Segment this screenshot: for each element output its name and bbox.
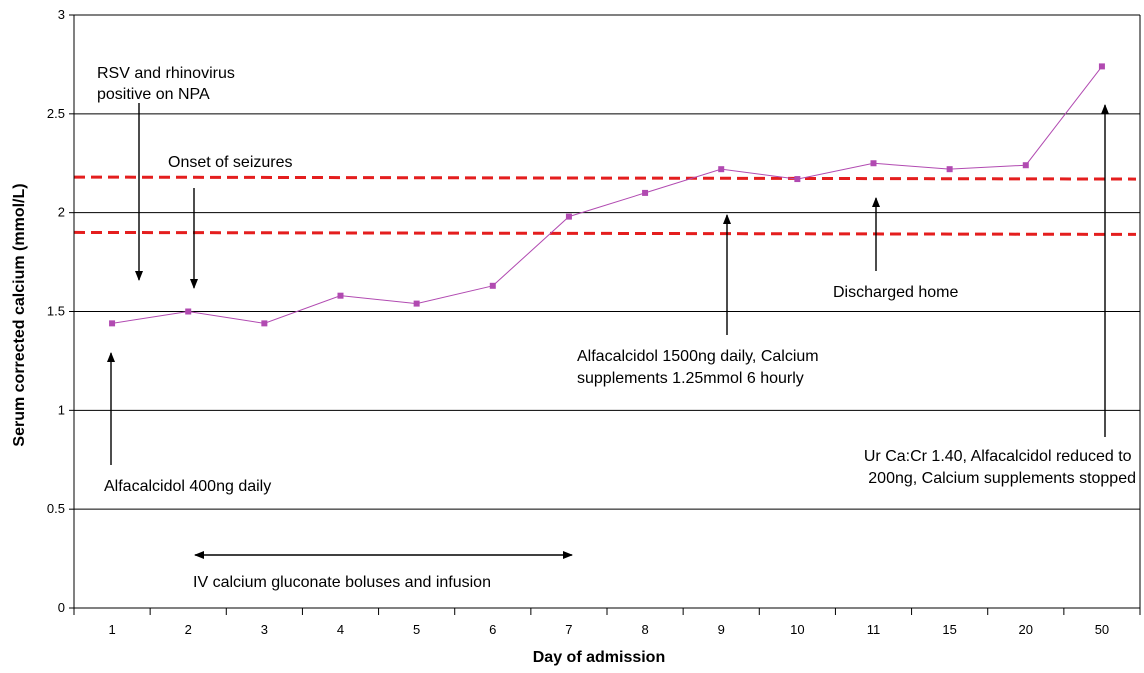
annotation-iv-calcium-line-1: IV calcium gluconate boluses and infusio… <box>193 574 491 591</box>
data-point-6 <box>489 282 496 289</box>
series-calcium <box>109 63 1105 327</box>
data-point-3 <box>261 320 268 327</box>
x-tick-label-2: 3 <box>261 622 268 637</box>
data-point-4 <box>337 292 344 299</box>
annotation-iv-calcium: IV calcium gluconate boluses and infusio… <box>193 574 491 591</box>
annotation-rsv-line-1: RSV and rhinovirus <box>97 65 235 82</box>
annotation-alfacalcidol-1500-line-2: supplements 1.25mmol 6 hourly <box>577 370 804 387</box>
annotation-discharged: Discharged home <box>833 284 959 301</box>
data-point-8 <box>642 189 649 196</box>
data-point-2 <box>185 308 192 315</box>
x-tick-label-3: 4 <box>337 622 344 637</box>
data-point-50 <box>1098 63 1105 70</box>
annotation-urcacr-line-1: Ur Ca:Cr 1.40, Alfacalcidol reduced to <box>864 448 1132 465</box>
data-point-15 <box>946 166 953 173</box>
data-point-1 <box>109 320 116 327</box>
x-tick-label-6: 7 <box>565 622 572 637</box>
annotation-seizures-line-1: Onset of seizures <box>168 154 293 171</box>
axes <box>73 15 1141 615</box>
y-tick-label-4: 2 <box>58 205 65 220</box>
x-tick-label-13: 50 <box>1095 622 1109 637</box>
y-tick-label-2: 1 <box>58 402 65 417</box>
x-tick-label-1: 2 <box>185 622 192 637</box>
annotation-alfacalcidol-400-line-1: Alfacalcidol 400ng daily <box>104 478 271 495</box>
annotations: RSV and rhinovirus positive on NPA Onset… <box>97 65 1136 591</box>
annotation-urcacr-line-2: 200ng, Calcium supplements stopped <box>868 470 1136 487</box>
data-point-5 <box>413 300 420 307</box>
data-point-20 <box>1022 162 1029 169</box>
annotation-seizures: Onset of seizures <box>168 154 293 171</box>
y-tick-label-6: 3 <box>58 7 65 22</box>
reference-line-0 <box>73 175 1137 181</box>
annotation-rsv: RSV and rhinovirus positive on NPA <box>97 65 239 103</box>
x-tick-label-7: 8 <box>641 622 648 637</box>
y-tick-label-3: 1.5 <box>47 304 65 319</box>
reference-lines <box>73 175 1137 236</box>
y-tick-labels: 0 0.5 1 1.5 2 2.5 3 <box>47 7 65 615</box>
data-point-11 <box>870 160 877 167</box>
annotation-discharged-line-1: Discharged home <box>833 284 959 301</box>
x-tick-label-4: 5 <box>413 622 420 637</box>
x-tick-label-12: 20 <box>1019 622 1033 637</box>
y-tick-label-1: 0.5 <box>47 501 65 516</box>
annotation-alfacalcidol-1500-line-1: Alfacalcidol 1500ng daily, Calcium <box>577 348 819 365</box>
x-tick-label-0: 1 <box>108 622 115 637</box>
series-line-0 <box>111 66 1103 324</box>
x-tick-label-9: 10 <box>790 622 804 637</box>
data-point-9 <box>718 166 725 173</box>
data-point-7 <box>565 213 572 220</box>
y-tick-label-0: 0 <box>58 600 65 615</box>
annotation-alfacalcidol-400: Alfacalcidol 400ng daily <box>104 478 271 495</box>
annotation-alfacalcidol-1500: Alfacalcidol 1500ng daily, Calcium suppl… <box>577 348 823 387</box>
annotation-rsv-line-2: positive on NPA <box>97 86 210 103</box>
x-tick-label-5: 6 <box>489 622 496 637</box>
reference-line-1 <box>73 230 1137 236</box>
x-tick-labels: 1 2 3 4 5 6 7 8 9 10 11 15 20 50 <box>108 622 1109 637</box>
x-axis-title: Day of admission <box>533 649 665 666</box>
y-tick-label-5: 2.5 <box>47 106 65 121</box>
annotation-urcacr: Ur Ca:Cr 1.40, Alfacalcidol reduced to 2… <box>864 448 1136 487</box>
y-axis-title: Serum corrected calcium (mmol/L) <box>11 183 28 446</box>
data-point-10 <box>794 176 801 183</box>
x-tick-label-8: 9 <box>718 622 725 637</box>
annotation-arrows <box>107 103 1109 559</box>
x-tick-label-11: 15 <box>942 622 956 637</box>
x-tick-label-10: 11 <box>867 622 881 637</box>
gridlines <box>69 14 1140 609</box>
